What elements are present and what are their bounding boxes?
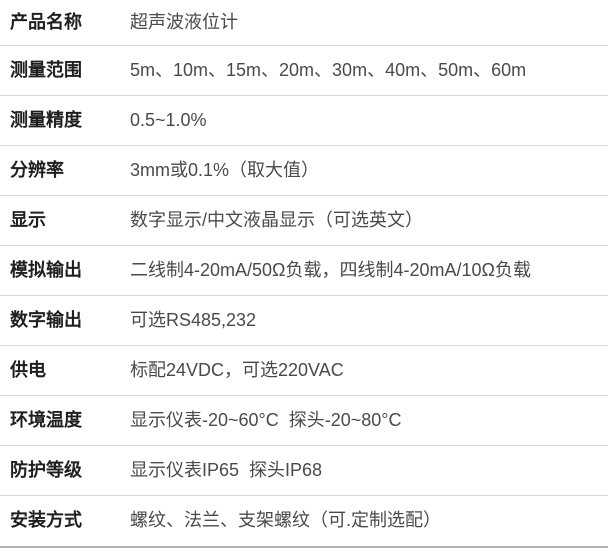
spec-row: 数字输出 可选RS485,232 [0, 296, 608, 346]
spec-label: 模拟输出 [10, 259, 82, 280]
spec-row: 显示 数字显示/中文液晶显示（可选英文） [0, 196, 608, 246]
spec-value: 标配24VDC，可选220VAC [130, 359, 344, 380]
spec-label: 显示 [10, 209, 46, 230]
spec-label: 防护等级 [10, 459, 82, 480]
spec-value: 可选RS485,232 [130, 309, 257, 330]
spec-value: 显示仪表IP65 探头IP68 [130, 459, 323, 480]
spec-row: 环境温度 显示仪表-20~60°C 探头-20~80°C [0, 396, 608, 446]
spec-row: 模拟输出 二线制4-20mA/50Ω负载，四线制4-20mA/10Ω负载 [0, 246, 608, 296]
spec-label: 供电 [10, 359, 46, 380]
spec-row: 测量范围 5m、10m、15m、20m、30m、40m、50m、60m [0, 46, 608, 96]
spec-label: 分辨率 [10, 159, 64, 180]
spec-label: 测量精度 [10, 109, 82, 130]
spec-value: 螺纹、法兰、支架螺纹（可.定制选配） [130, 510, 441, 531]
spec-row: 供电 标配24VDC，可选220VAC [0, 346, 608, 396]
spec-row: 防护等级 显示仪表IP65 探头IP68 [0, 446, 608, 496]
spec-row: 安装方式 螺纹、法兰、支架螺纹（可.定制选配） [0, 496, 608, 548]
spec-row: 测量精度 0.5~1.0% [0, 96, 608, 146]
spec-value: 超声波液位计 [130, 11, 238, 32]
spec-label: 数字输出 [10, 309, 82, 330]
spec-value: 显示仪表-20~60°C 探头-20~80°C [130, 409, 402, 430]
spec-row: 分辨率 3mm或0.1%（取大值） [0, 146, 608, 196]
spec-value: 0.5~1.0% [130, 109, 207, 130]
spec-label: 环境温度 [10, 409, 82, 430]
spec-value: 数字显示/中文液晶显示（可选英文） [130, 209, 423, 230]
spec-row: 产品名称 超声波液位计 [0, 0, 608, 46]
spec-value: 二线制4-20mA/50Ω负载，四线制4-20mA/10Ω负载 [130, 259, 532, 280]
spec-label: 产品名称 [10, 11, 82, 32]
spec-label: 测量范围 [10, 59, 82, 80]
spec-value: 3mm或0.1%（取大值） [130, 159, 320, 180]
spec-label: 安装方式 [10, 510, 82, 531]
spec-value: 5m、10m、15m、20m、30m、40m、50m、60m [130, 59, 527, 80]
